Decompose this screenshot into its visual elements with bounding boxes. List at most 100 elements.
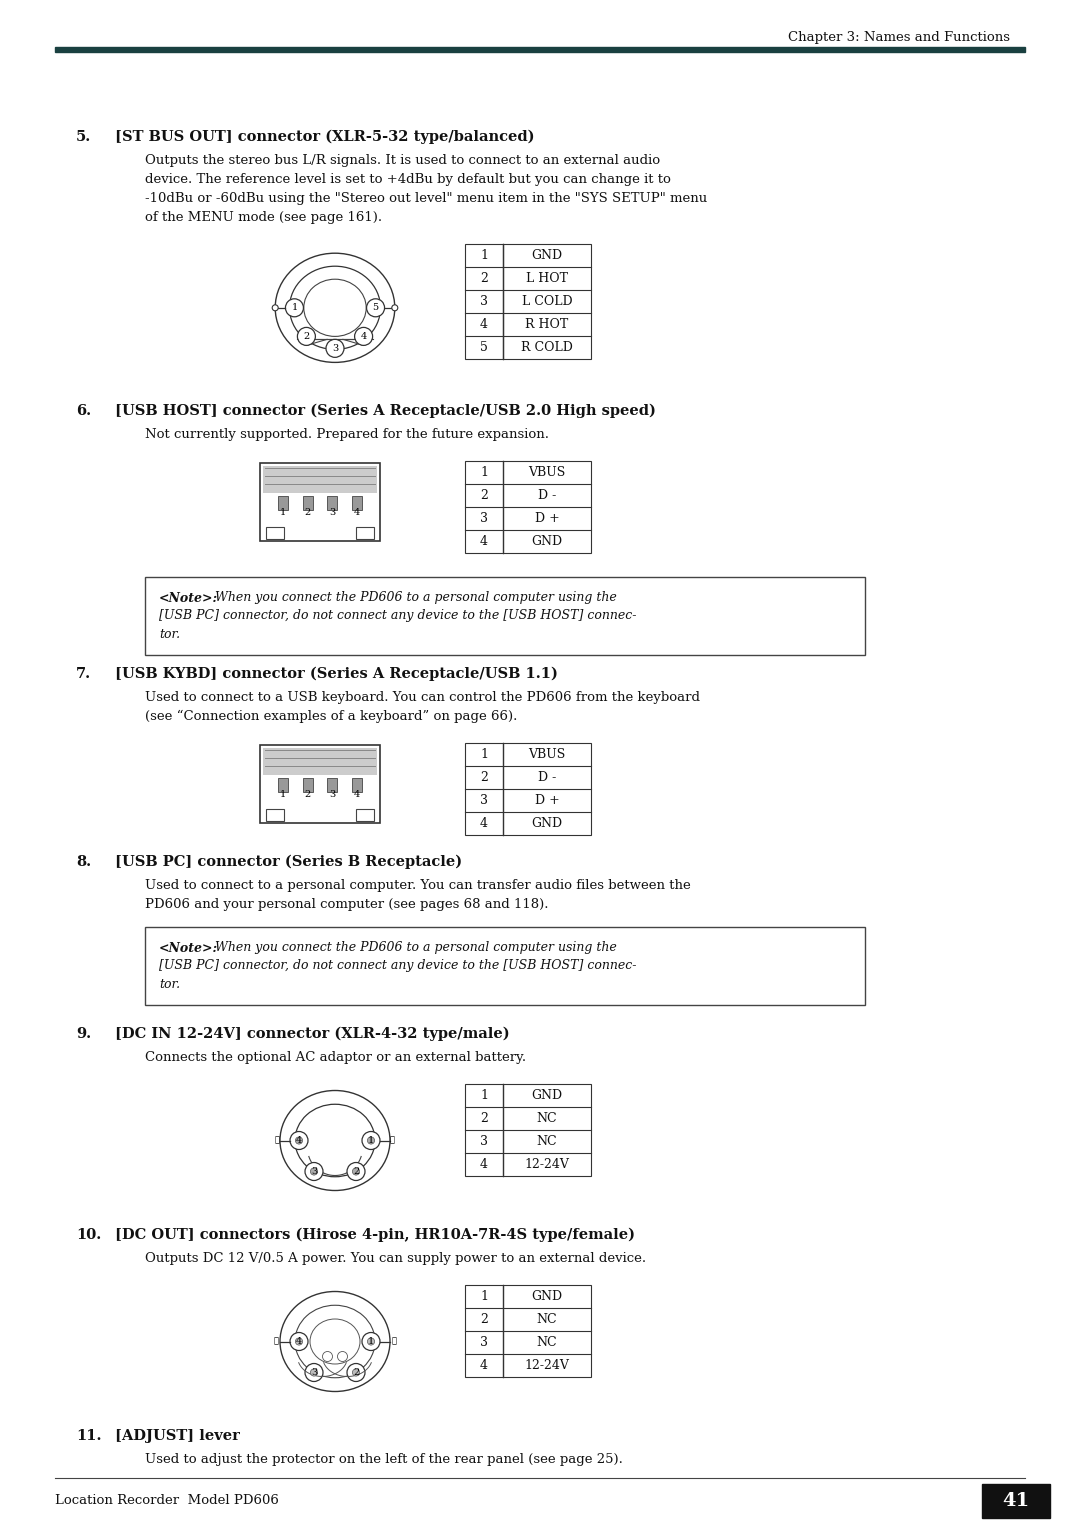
Text: NC: NC — [537, 1335, 557, 1349]
Circle shape — [285, 299, 303, 316]
Bar — [260, 463, 380, 541]
Text: 4: 4 — [353, 790, 360, 799]
Text: D -: D - — [538, 489, 556, 503]
Text: 2: 2 — [481, 1112, 488, 1125]
Circle shape — [366, 299, 384, 316]
Text: Used to connect to a USB keyboard. You can control the PD606 from the keyboard: Used to connect to a USB keyboard. You c… — [145, 691, 700, 704]
Text: Outputs the stereo bus L/R signals. It is used to connect to an external audio: Outputs the stereo bus L/R signals. It i… — [145, 154, 660, 167]
Text: Connects the optional AC adaptor or an external battery.: Connects the optional AC adaptor or an e… — [145, 1051, 526, 1063]
Text: device. The reference level is set to +4dBu by default but you can change it to: device. The reference level is set to +4… — [145, 173, 671, 186]
Text: NC: NC — [537, 1112, 557, 1125]
Text: 2: 2 — [481, 772, 488, 784]
Text: 1: 1 — [368, 1135, 374, 1144]
Text: GND: GND — [531, 1089, 563, 1102]
Text: 2: 2 — [481, 272, 488, 286]
Bar — [465, 743, 591, 834]
Text: R COLD: R COLD — [521, 341, 572, 354]
Bar — [145, 578, 865, 656]
Text: [ST BUS OUT] connector (XLR-5-32 type/balanced): [ST BUS OUT] connector (XLR-5-32 type/ba… — [114, 130, 535, 144]
Circle shape — [352, 1167, 360, 1175]
Text: 9.: 9. — [76, 1027, 91, 1041]
Bar — [260, 746, 380, 824]
Circle shape — [352, 1369, 360, 1377]
Text: When you connect the PD606 to a personal computer using the: When you connect the PD606 to a personal… — [211, 941, 617, 955]
Text: Location Recorder  Model PD606: Location Recorder Model PD606 — [55, 1493, 279, 1507]
Text: of the MENU mode (see page 161).: of the MENU mode (see page 161). — [145, 211, 382, 225]
Text: 4: 4 — [480, 1158, 488, 1170]
Text: 11.: 11. — [76, 1429, 102, 1442]
Text: GND: GND — [531, 535, 563, 549]
Text: NC: NC — [537, 1313, 557, 1326]
Bar — [145, 927, 865, 1005]
Text: D +: D + — [535, 512, 559, 526]
Bar — [465, 1083, 591, 1177]
Text: 4: 4 — [353, 507, 360, 516]
Text: [USB PC] connector, do not connect any device to the [USB HOST] connec-: [USB PC] connector, do not connect any d… — [159, 960, 636, 972]
Text: Chapter 3: Names and Functions: Chapter 3: Names and Functions — [788, 32, 1010, 44]
Text: 41: 41 — [1002, 1491, 1029, 1510]
Text: 4: 4 — [480, 318, 488, 332]
Text: 1: 1 — [480, 1290, 488, 1303]
Bar — [352, 497, 362, 510]
Text: 2: 2 — [305, 507, 311, 516]
Text: 2: 2 — [303, 332, 310, 341]
Text: [DC IN 12-24V] connector (XLR-4-32 type/male): [DC IN 12-24V] connector (XLR-4-32 type/… — [114, 1027, 510, 1042]
Bar — [465, 461, 591, 553]
Text: 3: 3 — [480, 512, 488, 526]
Text: 4: 4 — [480, 535, 488, 549]
Text: NC: NC — [537, 1135, 557, 1148]
Text: 2: 2 — [305, 790, 311, 799]
Text: 1: 1 — [480, 749, 488, 761]
Circle shape — [291, 1132, 308, 1149]
Circle shape — [272, 304, 279, 310]
Circle shape — [296, 1137, 302, 1144]
Text: 3: 3 — [311, 1167, 318, 1177]
Circle shape — [296, 1339, 302, 1345]
Text: 3: 3 — [480, 795, 488, 807]
Bar — [55, 47, 1025, 52]
Text: <Note>:: <Note>: — [159, 591, 218, 605]
Circle shape — [297, 327, 315, 345]
Bar — [327, 778, 337, 793]
Text: 5.: 5. — [76, 130, 91, 144]
Text: 2: 2 — [481, 489, 488, 503]
Text: <Note>:: <Note>: — [159, 941, 218, 955]
Text: GND: GND — [531, 1290, 563, 1303]
Text: VBUS: VBUS — [528, 466, 566, 478]
Circle shape — [337, 1351, 348, 1361]
Text: 1: 1 — [480, 466, 488, 478]
Text: 4: 4 — [296, 1337, 302, 1346]
Text: ①: ① — [391, 1337, 396, 1346]
Circle shape — [367, 1339, 375, 1345]
Text: 1: 1 — [480, 1089, 488, 1102]
Bar — [302, 778, 313, 793]
Text: GND: GND — [531, 249, 563, 261]
Text: 3: 3 — [311, 1368, 318, 1377]
Text: Not currently supported. Prepared for the future expansion.: Not currently supported. Prepared for th… — [145, 428, 549, 442]
Text: [USB HOST] connector (Series A Receptacle/USB 2.0 High speed): [USB HOST] connector (Series A Receptacl… — [114, 403, 656, 419]
Circle shape — [367, 1137, 375, 1144]
Circle shape — [305, 1163, 323, 1181]
Text: 3: 3 — [332, 344, 338, 353]
Bar — [356, 527, 374, 539]
Text: Outputs DC 12 V/0.5 A power. You can supply power to an external device.: Outputs DC 12 V/0.5 A power. You can sup… — [145, 1251, 646, 1265]
Bar — [327, 497, 337, 510]
Text: -10dBu or -60dBu using the "Stereo out level" menu item in the "SYS SETUP" menu: -10dBu or -60dBu using the "Stereo out l… — [145, 193, 707, 205]
Text: 5: 5 — [373, 303, 379, 312]
Bar — [982, 1484, 1050, 1517]
Text: Used to adjust the protector on the left of the rear panel (see page 25).: Used to adjust the protector on the left… — [145, 1453, 623, 1465]
Text: ①: ① — [390, 1137, 395, 1144]
Circle shape — [354, 327, 373, 345]
Text: 4: 4 — [480, 817, 488, 830]
Circle shape — [310, 1369, 318, 1377]
Text: 1: 1 — [292, 303, 298, 312]
Text: 3: 3 — [480, 295, 488, 309]
Text: GND: GND — [531, 817, 563, 830]
Text: Used to connect to a personal computer. You can transfer audio files between the: Used to connect to a personal computer. … — [145, 879, 691, 892]
Text: [USB PC] connector (Series B Receptacle): [USB PC] connector (Series B Receptacle) — [114, 856, 462, 869]
Circle shape — [323, 1351, 333, 1361]
Circle shape — [347, 1163, 365, 1181]
Text: [USB PC] connector, do not connect any device to the [USB HOST] connec-: [USB PC] connector, do not connect any d… — [159, 610, 636, 622]
Circle shape — [310, 1167, 318, 1175]
Circle shape — [392, 304, 397, 310]
